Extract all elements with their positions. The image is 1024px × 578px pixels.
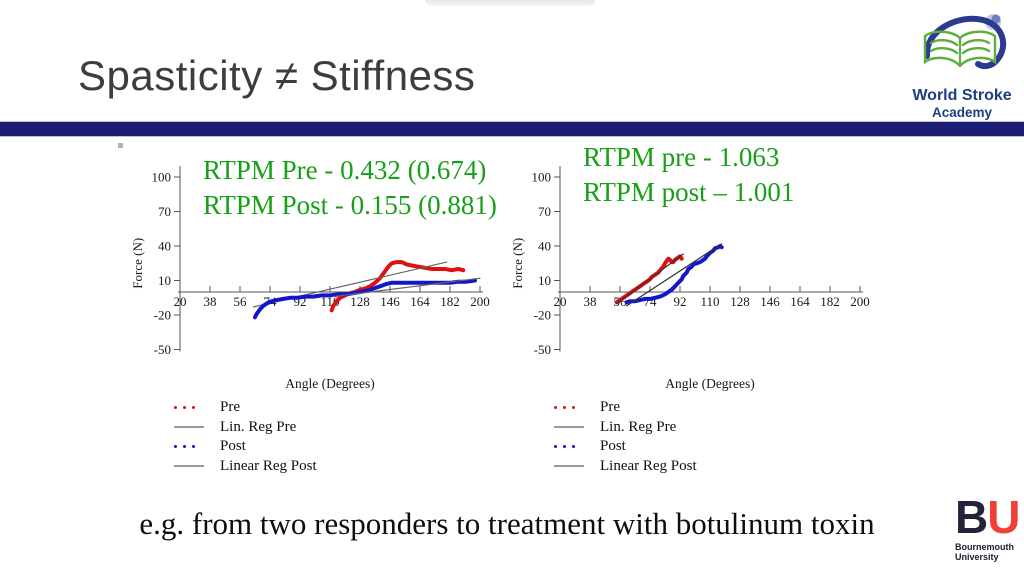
legend-left: Pre Lin. Reg Pre Post Linear Reg Post: [128, 398, 506, 476]
rtpm-left-line2: RTPM Post - 0.155 (0.881): [203, 189, 497, 220]
legend-item: Post: [554, 437, 886, 457]
svg-text:92: 92: [674, 294, 687, 309]
world-stroke-academy-logo: World Stroke Academy: [901, 10, 1023, 121]
x-axis-title-left: Angle (Degrees): [285, 376, 375, 391]
bu-letter-u: U: [987, 491, 1020, 543]
legend-label: Pre: [220, 399, 240, 416]
svg-text:182: 182: [820, 294, 840, 309]
rtpm-annotation-left: RTPM Pre - 0.432 (0.674) RTPM Post - 0.1…: [203, 153, 497, 222]
rtpm-right-line1: RTPM pre - 1.063: [583, 142, 780, 172]
svg-text:70: 70: [158, 204, 171, 219]
top-smudge: [425, 0, 595, 6]
svg-text:Force (N): Force (N): [510, 238, 525, 289]
divider-bar: [0, 121, 1024, 137]
svg-text:100: 100: [532, 170, 552, 185]
rtpm-left-line1: RTPM Pre - 0.432 (0.674): [203, 155, 487, 185]
svg-text:100: 100: [152, 170, 172, 185]
legend-item: Pre: [174, 398, 506, 418]
svg-text:110: 110: [700, 294, 719, 309]
legend-item: Lin. Reg Pre: [554, 418, 886, 438]
svg-text:200: 200: [850, 294, 870, 309]
legend-label: Post: [600, 438, 626, 455]
legend-label: Post: [220, 438, 246, 455]
svg-text:Force (N): Force (N): [130, 238, 145, 289]
svg-text:-20: -20: [154, 308, 171, 323]
legend-label: Pre: [600, 399, 620, 416]
legend-line-swatch: [554, 426, 590, 429]
bournemouth-university-logo: BU Bournemouth University: [955, 494, 1021, 563]
svg-text:-50: -50: [534, 342, 551, 357]
caption-text: e.g. from two responders to treatment wi…: [139, 506, 875, 541]
bu-logo-letters: BU: [955, 494, 1021, 540]
bu-logo-text-line1: Bournemouth: [955, 542, 1014, 552]
svg-text:-50: -50: [154, 342, 171, 357]
chart-right: 100 70 40 10 -20 -50 20 38 56 74 92 110 128 146 164 182…: [508, 152, 886, 476]
svg-text:20: 20: [554, 294, 567, 309]
svg-text:10: 10: [158, 273, 171, 288]
legend-line-swatch: [174, 426, 210, 429]
bu-letter-b: B: [955, 491, 988, 543]
svg-text:200: 200: [470, 294, 490, 309]
svg-text:20: 20: [174, 294, 187, 309]
svg-text:38: 38: [584, 294, 597, 309]
svg-text:10: 10: [538, 273, 551, 288]
legend-label: Linear Reg Post: [600, 457, 697, 474]
wsa-logo-text-line1: World Stroke: [912, 87, 1012, 104]
wsa-book-swoosh-icon: [923, 14, 1007, 70]
svg-text:40: 40: [538, 239, 551, 254]
legend-label: Linear Reg Post: [220, 457, 317, 474]
legend-item: Linear Reg Post: [554, 457, 886, 477]
legend-label: Lin. Reg Pre: [220, 418, 297, 435]
svg-text:164: 164: [410, 294, 430, 309]
bu-logo-text-line2: University: [955, 552, 999, 563]
svg-text:40: 40: [158, 239, 171, 254]
legend-right: Pre Lin. Reg Pre Post Linear Reg Post: [508, 398, 886, 476]
svg-text:70: 70: [538, 204, 551, 219]
wsa-logo-text-line2: Academy: [931, 104, 993, 120]
rtpm-right-line2: RTPM post – 1.001: [583, 176, 795, 207]
svg-text:182: 182: [440, 294, 460, 309]
rtpm-annotation-right: RTPM pre - 1.063 RTPM post – 1.001: [583, 140, 794, 209]
x-axis-title-right: Angle (Degrees): [665, 376, 755, 391]
legend-item: Linear Reg Post: [174, 457, 506, 477]
legend-label: Lin. Reg Pre: [600, 418, 677, 435]
legend-dots-swatch: [174, 445, 210, 449]
svg-text:128: 128: [350, 294, 370, 309]
svg-text:38: 38: [204, 294, 217, 309]
legend-dots-swatch: [174, 406, 210, 410]
legend-dots-swatch: [554, 445, 590, 449]
legend-line-swatch: [554, 465, 590, 468]
svg-text:-20: -20: [534, 308, 551, 323]
legend-item: Pre: [554, 398, 886, 418]
svg-text:146: 146: [760, 294, 780, 309]
svg-text:56: 56: [234, 294, 248, 309]
chart-left: 100 70 40 10 -20 -50 20 38 56 74 92 110 128 146 164 182…: [128, 152, 506, 476]
slide-title: Spasticity ≠ Stiffness: [78, 52, 476, 99]
legend-dots-swatch: [554, 406, 590, 410]
legend-line-swatch: [174, 465, 210, 468]
svg-text:146: 146: [380, 294, 400, 309]
stray-bullet: [118, 143, 123, 148]
legend-item: Post: [174, 437, 506, 457]
svg-text:164: 164: [790, 294, 810, 309]
svg-text:128: 128: [730, 294, 750, 309]
legend-item: Lin. Reg Pre: [174, 418, 506, 438]
